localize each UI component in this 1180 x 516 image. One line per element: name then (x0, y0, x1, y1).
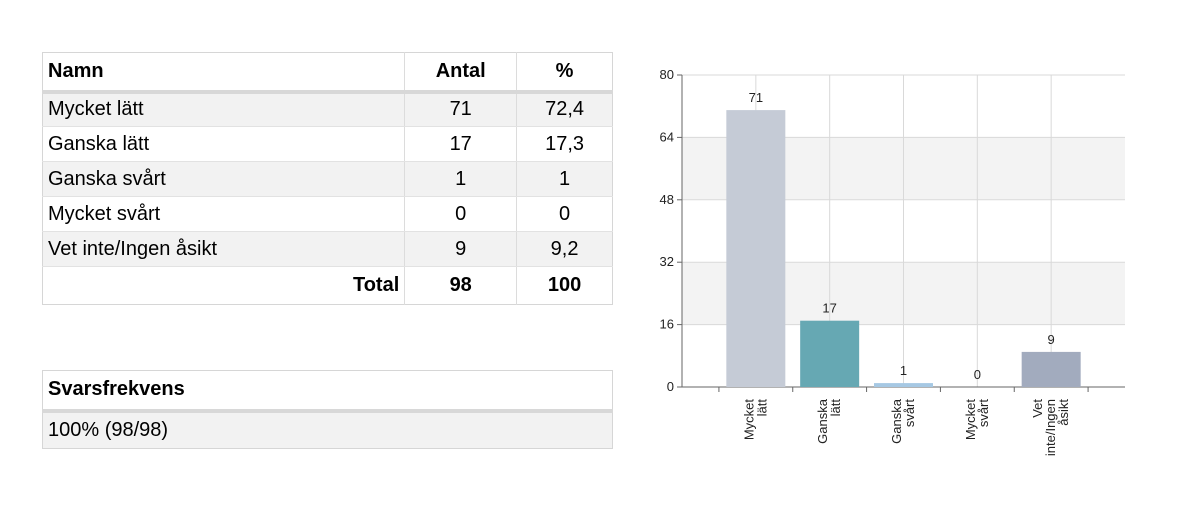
table-row: Mycket svårt 0 0 (42, 196, 613, 232)
y-tick-label: 64 (660, 129, 674, 144)
x-tick-label-line: lätt (754, 399, 769, 417)
header-name: Namn (42, 52, 406, 94)
bar-chart: 0163248648071Mycketlätt17Ganskalätt1Gans… (660, 67, 1125, 456)
bar (874, 383, 933, 387)
x-tick-label: Vetinte/Ingenåsikt (1030, 399, 1071, 456)
row-percent: 1 (516, 161, 613, 197)
response-rate-value: 100% (98/98) (42, 410, 613, 449)
response-rate-header: Svarsfrekvens (42, 370, 613, 413)
x-tick-label-line: lätt (828, 399, 843, 417)
y-tick-label: 80 (660, 67, 674, 82)
row-name: Mycket svårt (42, 196, 406, 232)
bar (1021, 351, 1081, 387)
x-tick-label-line: Vet (1030, 399, 1045, 418)
row-name: Ganska svårt (42, 161, 406, 197)
x-tick-label-line: Mycket (741, 399, 756, 441)
x-tick-label-line: åsikt (1056, 399, 1071, 426)
x-tick-label-line: inte/Ingen (1043, 399, 1058, 456)
row-percent: 0 (516, 196, 613, 232)
row-percent: 72,4 (516, 91, 613, 127)
y-tick-label: 48 (660, 192, 674, 207)
x-tick-label: Ganskasvårt (889, 398, 917, 444)
total-percent: 100 (516, 266, 613, 305)
table-header-row: Namn Antal % (42, 52, 613, 94)
data-label: 71 (749, 90, 763, 105)
table-total-row: Total 98 100 (42, 266, 613, 305)
header-count: Antal (404, 52, 518, 94)
row-percent: 9,2 (516, 231, 613, 267)
row-name: Ganska lätt (42, 126, 406, 162)
data-label: 17 (822, 301, 836, 316)
response-header-row: Svarsfrekvens (42, 370, 613, 413)
x-tick-label-line: Ganska (815, 398, 830, 444)
x-tick-label-line: svårt (902, 399, 917, 428)
header-percent: % (516, 52, 613, 94)
row-count: 1 (404, 161, 518, 197)
response-rate-table: Svarsfrekvens 100% (98/98) (42, 370, 613, 449)
row-count: 17 (404, 126, 518, 162)
total-count: 98 (404, 266, 518, 305)
table-row: Ganska lätt 17 17,3 (42, 126, 613, 162)
x-tick-label: Ganskalätt (815, 398, 843, 444)
table-row: Vet inte/Ingen åsikt 9 9,2 (42, 231, 613, 267)
total-label: Total (42, 266, 406, 305)
row-count: 0 (404, 196, 518, 232)
results-table: Namn Antal % Mycket lätt 71 72,4 Ganska … (42, 52, 613, 305)
table-row: Mycket lätt 71 72,4 (42, 91, 613, 127)
row-name: Vet inte/Ingen åsikt (42, 231, 406, 267)
data-label: 9 (1048, 332, 1055, 347)
bar (726, 110, 786, 387)
x-tick-label: Mycketlätt (741, 399, 769, 441)
response-value-row: 100% (98/98) (42, 410, 613, 449)
y-tick-label: 0 (667, 379, 674, 394)
y-tick-label: 16 (660, 317, 674, 332)
bar (800, 320, 860, 387)
x-tick-label-line: svårt (976, 399, 991, 428)
x-tick-label: Mycketsvårt (963, 399, 991, 441)
row-count: 71 (404, 91, 518, 127)
row-count: 9 (404, 231, 518, 267)
x-tick-label-line: Ganska (889, 398, 904, 444)
data-label: 1 (900, 363, 907, 378)
y-tick-label: 32 (660, 254, 674, 269)
row-name: Mycket lätt (42, 91, 406, 127)
data-label: 0 (974, 367, 981, 382)
x-tick-label-line: Mycket (963, 399, 978, 441)
row-percent: 17,3 (516, 126, 613, 162)
table-row: Ganska svårt 1 1 (42, 161, 613, 197)
